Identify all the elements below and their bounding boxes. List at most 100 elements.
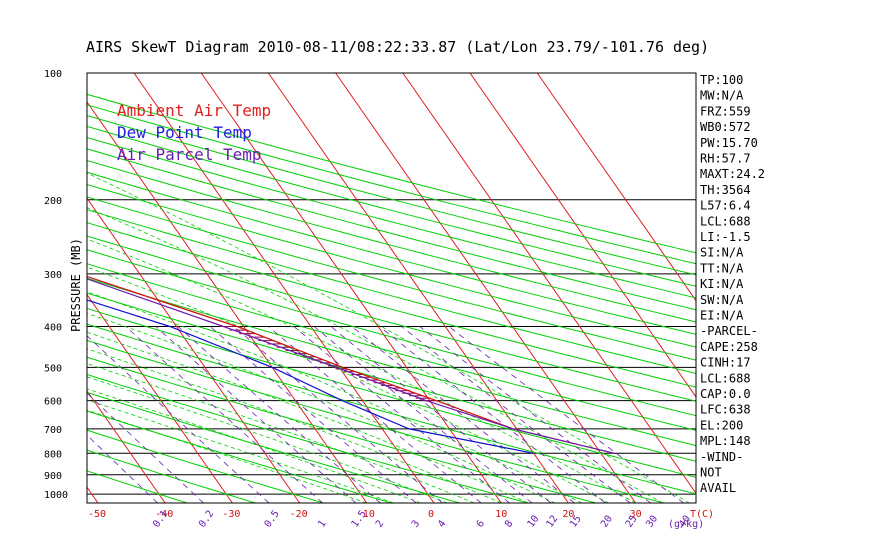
dry-adiabat-line bbox=[87, 277, 696, 447]
moist-adiabat-line bbox=[87, 331, 529, 503]
mixing-ratio-tick: 4 bbox=[436, 518, 448, 529]
dry-adiabat-line bbox=[87, 183, 696, 348]
moist-adiabat-line bbox=[87, 207, 663, 503]
mixing-ratio-line bbox=[379, 326, 606, 503]
pressure-tick-label: 600 bbox=[44, 397, 62, 408]
side-panel-entry: RH:57.7 bbox=[700, 152, 751, 166]
dry-adiabat-line bbox=[87, 136, 696, 299]
mixing-ratio-tick: 10 bbox=[526, 514, 542, 530]
side-panel-entry: -PARCEL- bbox=[700, 324, 758, 338]
pressure-tick-label: 1000 bbox=[44, 490, 68, 501]
mixing-ratio-line bbox=[233, 326, 443, 503]
mixing-ratio-tick: 0.2 bbox=[197, 509, 216, 530]
isotherm-line bbox=[87, 293, 233, 503]
bottom-temp-tick: 0 bbox=[428, 509, 434, 520]
side-panel-entry: PW:15.70 bbox=[700, 136, 758, 150]
dry-adiabat-line bbox=[87, 159, 696, 323]
mixing-ratio-tick: 0.5 bbox=[263, 509, 282, 530]
isotherm-line bbox=[87, 486, 99, 503]
profile-series bbox=[87, 275, 615, 454]
dry-adiabat-line bbox=[87, 356, 597, 503]
dry-adiabat-line bbox=[87, 470, 188, 503]
dry-adiabat-line bbox=[87, 323, 696, 495]
dry-adiabat-line bbox=[87, 307, 696, 478]
mixing-ratio-line bbox=[87, 434, 158, 503]
isotherm-line bbox=[87, 390, 166, 503]
side-panel-entry: FRZ:559 bbox=[700, 104, 751, 118]
mixing-ratio-line bbox=[155, 326, 357, 503]
bottom-temp-tick: -30 bbox=[222, 509, 240, 520]
mixing-ratio-line bbox=[209, 326, 417, 503]
mixing-ratio-line bbox=[330, 326, 552, 503]
pressure-tick-label: 700 bbox=[44, 425, 62, 436]
pressure-tick-label: 300 bbox=[44, 270, 62, 281]
isotherm-line bbox=[536, 73, 696, 302]
mixing-ratio-unit: (g/kg) bbox=[668, 519, 704, 530]
legend-item: Air Parcel Temp bbox=[117, 145, 262, 164]
moist-adiabat-line bbox=[87, 348, 502, 503]
side-panel-entry: CAP:0.0 bbox=[700, 387, 751, 401]
bottom-temp-tick: -10 bbox=[357, 509, 375, 520]
dry-adiabat-line bbox=[87, 209, 696, 375]
isotherm-line bbox=[402, 73, 696, 495]
bottom-temp-tick: 20 bbox=[562, 509, 574, 520]
dry-adiabat-line bbox=[87, 104, 696, 265]
dry-adiabat-line bbox=[87, 222, 696, 388]
mixing-ratio-tick: 30 bbox=[644, 514, 660, 530]
mixing-ratio-tick: 6 bbox=[475, 518, 487, 529]
moist-adiabat-line bbox=[87, 291, 582, 503]
side-panel-entry: MW:N/A bbox=[700, 89, 744, 103]
bottom-temp-tick: -20 bbox=[290, 509, 308, 520]
bottom-temp-tick: 10 bbox=[495, 509, 507, 520]
moist-adiabat-line bbox=[87, 399, 394, 503]
mixing-ratio-line bbox=[351, 326, 575, 503]
dry-adiabat-line bbox=[87, 114, 696, 276]
side-panel-entry: SI:N/A bbox=[700, 246, 744, 260]
dry-adiabat-line bbox=[87, 235, 696, 402]
pressure-tick-label: 900 bbox=[44, 471, 62, 482]
bottom-temp-tick: 30 bbox=[630, 509, 642, 520]
side-panel-entry: LI:-1.5 bbox=[700, 230, 751, 244]
dry-adiabat-line bbox=[87, 449, 256, 503]
side-panel-entry: EL:200 bbox=[700, 418, 743, 432]
moist-adiabat-line bbox=[87, 172, 690, 503]
mixing-ratio-tick: 1 bbox=[316, 518, 328, 529]
mixing-ratio-line bbox=[125, 326, 324, 503]
bottom-temp-tick: -40 bbox=[155, 509, 173, 520]
dry-adiabat-line bbox=[87, 148, 696, 311]
legend: Ambient Air Temp Dew Point Temp Air Parcel… bbox=[117, 101, 271, 164]
mixing-ratio-line bbox=[293, 326, 510, 503]
side-panel-entry: KI:N/A bbox=[700, 277, 744, 291]
mixing-ratio-tick: 20 bbox=[599, 514, 615, 530]
mixing-ratio-line bbox=[177, 326, 381, 503]
y-axis-label: PRESSURE (MB) bbox=[69, 238, 83, 332]
side-panel-entry: EI:N/A bbox=[700, 309, 744, 323]
dry-adiabat-line bbox=[87, 373, 529, 503]
mixing-ratio-tick: 3 bbox=[410, 518, 422, 529]
thermo-grid bbox=[87, 73, 696, 503]
legend-item: Ambient Air Temp bbox=[117, 101, 271, 120]
moist-adiabat-line bbox=[87, 388, 421, 503]
dry-adiabat-line bbox=[87, 263, 696, 431]
side-panel-entry: TT:N/A bbox=[700, 261, 744, 275]
mixing-ratio-line bbox=[419, 326, 652, 503]
plot-frame bbox=[86, 72, 697, 504]
bottom-temp-tick: -50 bbox=[88, 509, 106, 520]
dry-adiabat-line bbox=[87, 339, 665, 503]
mixing-ratio-line bbox=[448, 326, 685, 503]
dry-adiabat-line bbox=[87, 391, 460, 503]
dry-adiabat-line bbox=[87, 429, 324, 503]
isotherm-line bbox=[133, 73, 435, 503]
side-panel-entry: TH:3564 bbox=[700, 183, 751, 197]
moist-adiabat-line bbox=[87, 312, 556, 503]
side-panel-entry: SW:N/A bbox=[700, 293, 744, 307]
dry-adiabat-line bbox=[87, 171, 696, 335]
side-panel-entry: CAPE:258 bbox=[700, 340, 758, 354]
mixing-ratio-tick: 12 bbox=[544, 514, 560, 530]
side-panel-entry: LCL:688 bbox=[700, 214, 751, 228]
side-panel-entry: L57:6.4 bbox=[700, 199, 751, 213]
isotherm-line bbox=[200, 73, 502, 503]
series-ambient-air-temp bbox=[87, 275, 615, 454]
